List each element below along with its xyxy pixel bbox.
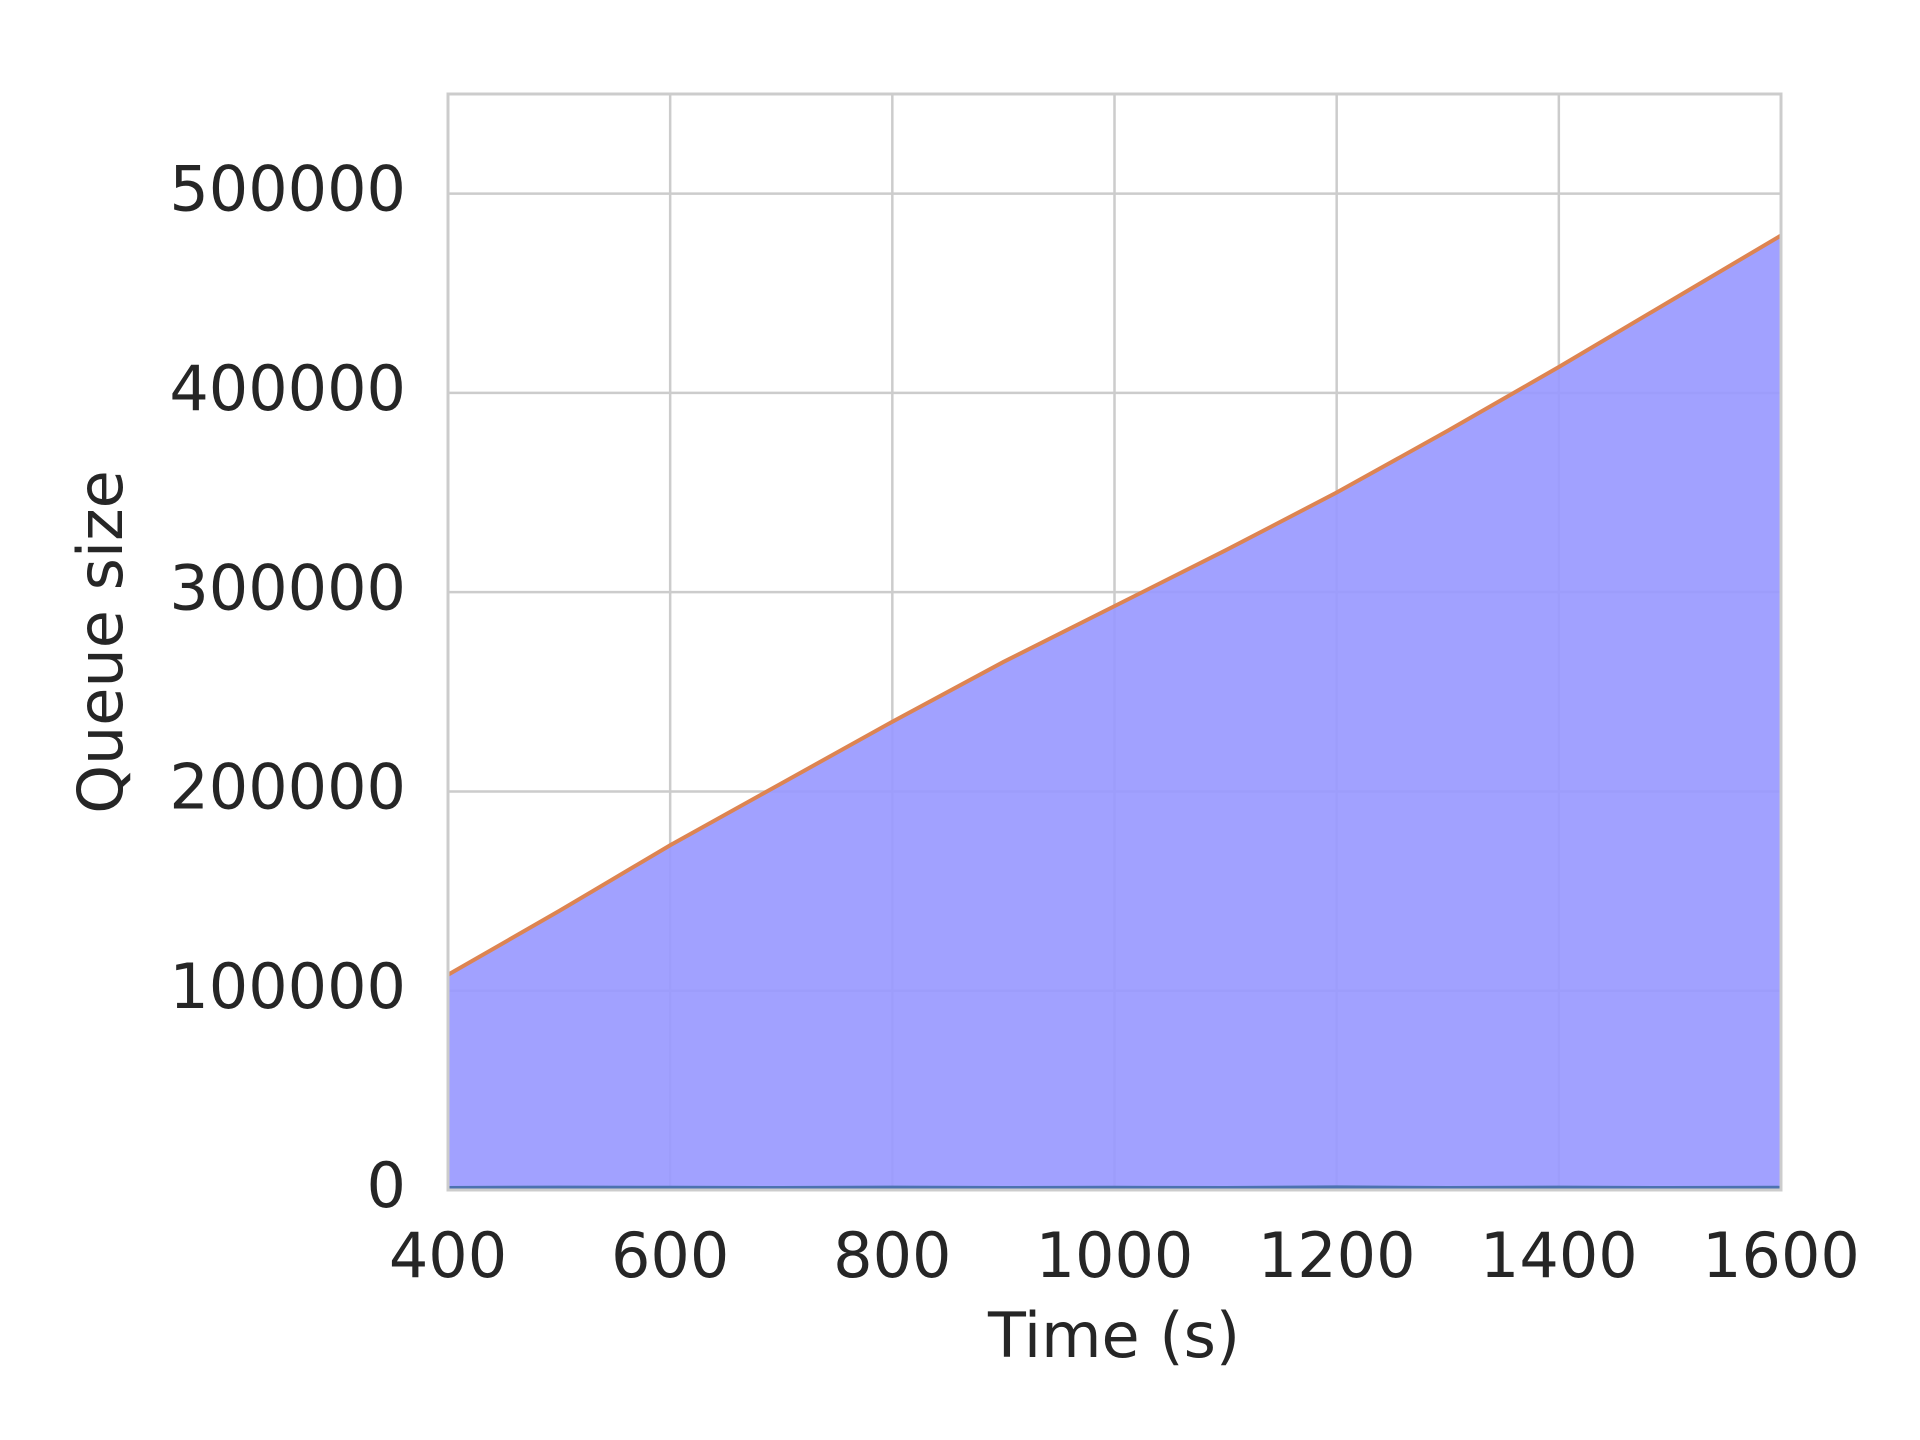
y-tick-label: 200000: [169, 751, 406, 824]
x-tick-label: 1600: [1702, 1219, 1860, 1292]
x-tick-label: 800: [833, 1219, 951, 1292]
y-tick-label: 100000: [169, 950, 406, 1023]
y-tick-label: 500000: [169, 153, 406, 226]
x-axis-label: Time (s): [987, 1299, 1240, 1372]
plot-frame: [446, 92, 1783, 1192]
y-tick-label: 400000: [169, 352, 406, 425]
y-tick-label: 0: [367, 1149, 406, 1222]
line: [447, 233, 1783, 977]
x-tick-label: 1000: [1036, 1219, 1194, 1292]
y-axis-label: Queue size: [64, 470, 137, 814]
x-tick-label: 400: [389, 1219, 507, 1292]
x-tick-label: 1200: [1258, 1219, 1416, 1292]
x-tick-label: 600: [611, 1219, 729, 1292]
line: [447, 1185, 1782, 1191]
x-tick-label: 1400: [1480, 1219, 1638, 1292]
area: [448, 235, 1781, 1190]
y-tick-label: 300000: [169, 551, 406, 624]
